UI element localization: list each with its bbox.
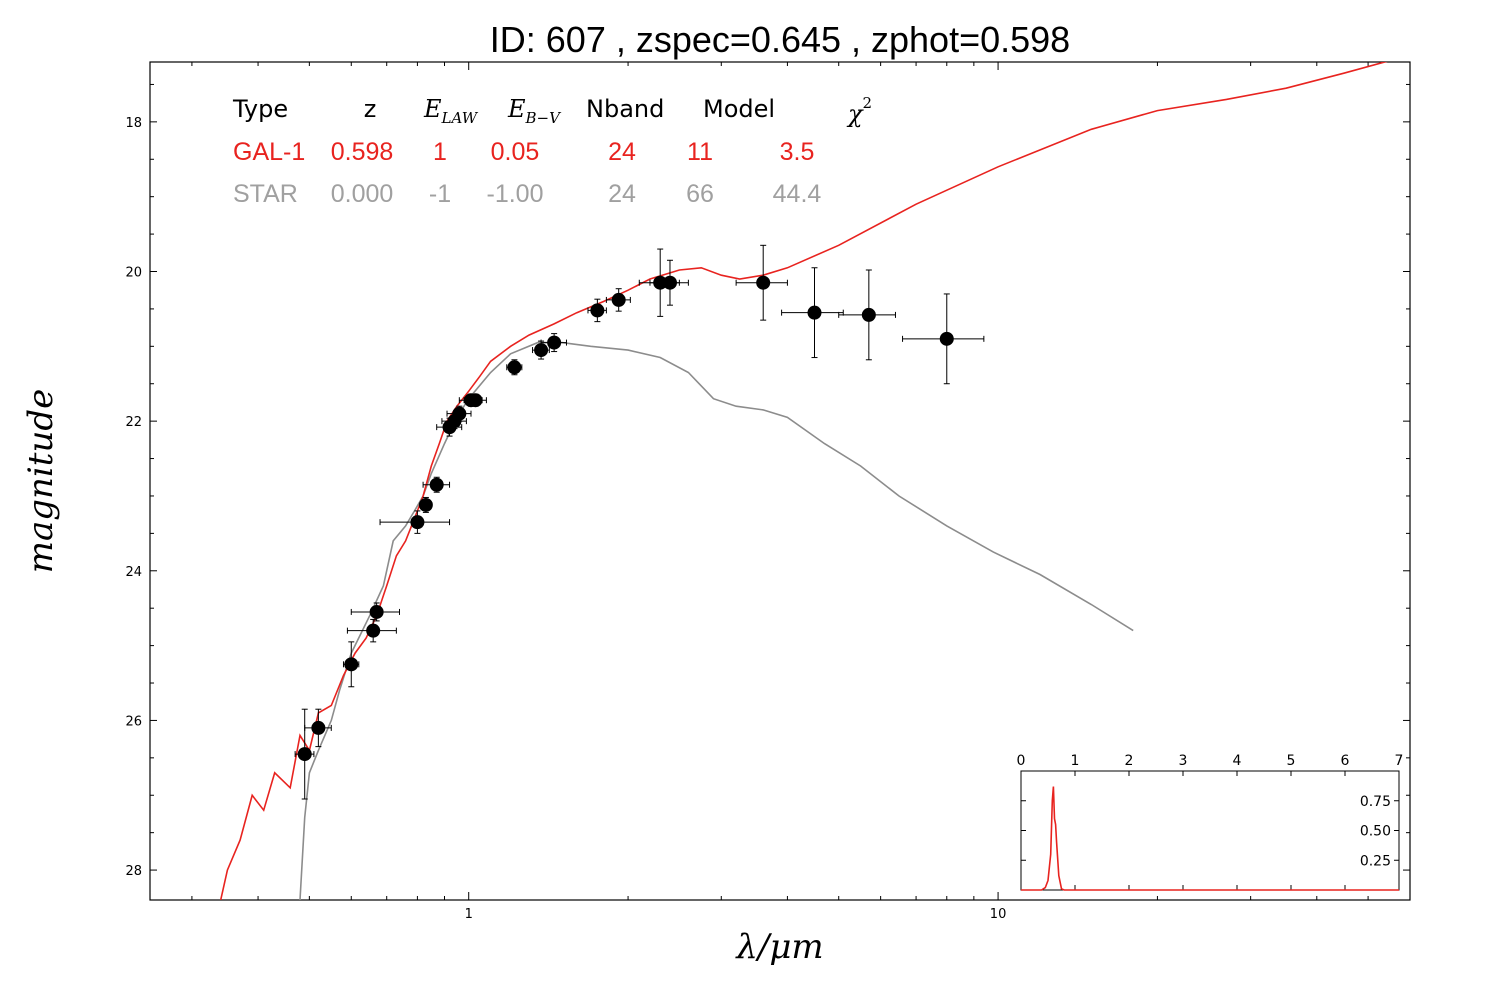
header-elaw: ELAW [423, 95, 479, 127]
header-type: Type [232, 95, 288, 123]
y-tick-label: 26 [125, 714, 142, 729]
inset-y-tick-label: 0.50 [1360, 824, 1391, 840]
fit-row-ebv: 0.05 [491, 138, 540, 166]
inset-x-tick-label: 5 [1287, 753, 1296, 769]
inset-y-tick-label: 0.25 [1360, 853, 1391, 869]
inset-x-tick-label: 7 [1395, 753, 1404, 769]
data-point [735, 244, 788, 321]
data-marker [662, 275, 677, 290]
inset-y-tick-label: 0.75 [1360, 794, 1391, 810]
data-point [532, 340, 550, 360]
data-point [540, 333, 567, 353]
data-point [781, 267, 844, 359]
header-chi2: χ2 [846, 94, 872, 128]
data-marker [418, 497, 433, 512]
data-marker [939, 331, 954, 346]
data-point [902, 293, 985, 385]
y-tick-label: 20 [125, 266, 142, 281]
model-line-star [299, 341, 1134, 900]
data-point [446, 405, 472, 422]
y-tick-label: 28 [125, 864, 142, 879]
y-tick-label: 18 [125, 116, 142, 131]
data-marker [547, 335, 562, 350]
chart-title: ID: 607 , zspec=0.645 , zphot=0.598 [490, 19, 1070, 60]
data-marker [297, 747, 312, 762]
fit-row-type: STAR [233, 180, 298, 208]
header-nband: Nband [586, 95, 664, 123]
data-marker [429, 477, 444, 492]
inset-pdf-line [1021, 786, 1399, 891]
data-point [463, 393, 487, 408]
data-marker [534, 343, 549, 358]
fit-row-model: 66 [686, 180, 714, 208]
data-marker [756, 275, 771, 290]
data-point [838, 269, 896, 361]
y-tick-label: 22 [125, 415, 142, 430]
data-point [304, 708, 332, 748]
y-tick-label: 24 [125, 565, 142, 580]
fit-row-elaw: 1 [433, 138, 447, 166]
data-point [649, 259, 689, 306]
fit-row-model: 11 [687, 138, 713, 166]
data-point [346, 618, 397, 643]
data-point [379, 510, 451, 534]
fit-row-nband: 24 [608, 180, 636, 208]
header-z: z [364, 95, 377, 123]
data-marker [807, 305, 822, 320]
inset-x-tick-label: 0 [1017, 753, 1026, 769]
data-marker [507, 360, 522, 375]
fit-row-ebv: -1.00 [487, 180, 544, 208]
y-axis-label: magnitude [21, 389, 61, 574]
data-marker [611, 292, 626, 307]
header-ebv: EB−V [507, 95, 562, 127]
x-axis-ticks: 1 10 [191, 62, 1369, 922]
data-marker [861, 307, 876, 322]
x-tick-label: 10 [990, 907, 1007, 922]
inset-x-tick-label: 4 [1233, 753, 1242, 769]
plot-frame [149, 61, 1411, 901]
fit-row-nband: 24 [608, 138, 636, 166]
x-axis-label: λ/μm [734, 927, 823, 967]
data-marker [344, 657, 359, 672]
data-marker [366, 623, 381, 638]
data-point [422, 476, 451, 493]
data-point [418, 496, 433, 513]
data-point [350, 602, 400, 622]
data-point [605, 288, 631, 312]
fit-row-elaw: -1 [429, 180, 451, 208]
x-tick-label: 1 [465, 907, 473, 922]
fit-rows: GAL-1 0.598 1 0.05 24 11 3.5 STAR 0.000 -1 -1.00 24… [233, 138, 821, 208]
redshift-pdf-inset: 0 1 2 3 4 5 6 7 0.25 0.50 0.75 [1017, 753, 1404, 891]
fit-table: Type z ELAW EB−V Nband Model χ2 GAL-1 0.5… [232, 94, 872, 208]
inset-x-tick-label: 2 [1125, 753, 1134, 769]
data-point [506, 359, 523, 376]
data-marker [369, 604, 384, 619]
header-model: Model [703, 95, 775, 123]
data-point [294, 708, 315, 800]
data-marker [311, 720, 326, 735]
data-marker [452, 406, 467, 421]
inset-x-tick-label: 3 [1179, 753, 1188, 769]
fit-row-z: 0.598 [331, 138, 394, 166]
fit-row-chi2: 3.5 [780, 138, 815, 166]
data-marker [468, 393, 483, 408]
data-point [342, 641, 360, 688]
data-point [587, 298, 607, 323]
data-marker [410, 515, 425, 530]
inset-x-tick-label: 6 [1341, 753, 1350, 769]
fit-row-chi2: 44.4 [773, 180, 822, 208]
inset-frame [1020, 770, 1400, 891]
plot-area [219, 62, 1388, 900]
data-marker [590, 303, 605, 318]
inset-x-tick-label: 1 [1071, 753, 1080, 769]
fit-row-type: GAL-1 [233, 138, 305, 166]
fit-row-z: 0.000 [331, 180, 394, 208]
